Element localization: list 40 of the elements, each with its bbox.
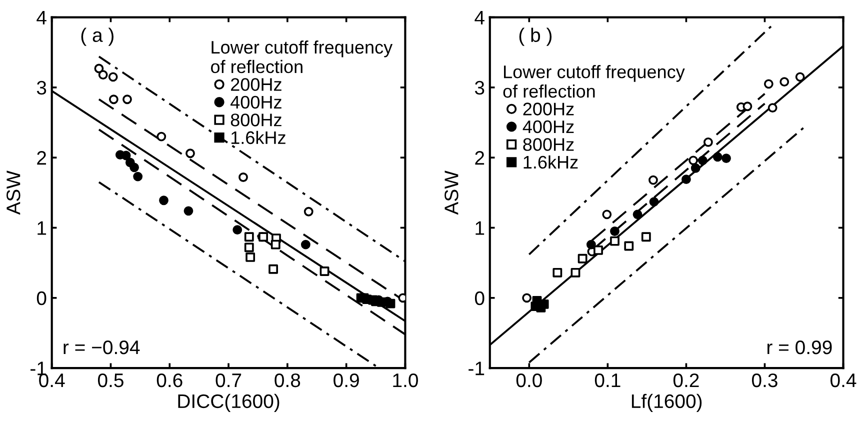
legend-label: 1.6kHz bbox=[231, 130, 286, 144]
legend-label: 200Hz bbox=[231, 78, 282, 91]
y-tick-label: 4 bbox=[474, 10, 484, 24]
legend-label: 400Hz bbox=[522, 120, 574, 134]
legend-label: 800Hz bbox=[230, 114, 282, 126]
legend-label: 800Hz bbox=[523, 138, 574, 151]
legend-label: 400Hz bbox=[230, 96, 282, 109]
y-axis-title: ASW bbox=[6, 170, 20, 215]
legend-title: Lower cutoff frequency of reflection bbox=[211, 40, 393, 74]
x-tick-label: 0.8 bbox=[274, 373, 300, 388]
legend-label: 1.6kHz bbox=[524, 155, 578, 169]
x-tick-label: 0.3 bbox=[752, 373, 778, 388]
x-tick-label: 0.1 bbox=[594, 373, 620, 388]
x-tick-label: 0.9 bbox=[334, 373, 359, 388]
x-axis-title: DICC(1600) bbox=[178, 394, 280, 412]
y-tick-label: 2 bbox=[475, 151, 484, 165]
x-tick-label: 0.6 bbox=[156, 373, 182, 388]
x-tick-label: 0.7 bbox=[216, 373, 242, 388]
x-tick-label: 1.0 bbox=[393, 373, 418, 388]
y-tick-label: 1 bbox=[38, 221, 46, 235]
y-tick-label: 2 bbox=[37, 151, 46, 165]
x-tick-label: 0.2 bbox=[673, 373, 699, 388]
x-axis-title: Lf(1600) bbox=[632, 394, 702, 412]
annotation: ( a ) bbox=[81, 28, 114, 46]
x-tick-label: 0.0 bbox=[516, 373, 542, 388]
y-axis-title: ASW bbox=[444, 170, 458, 215]
y-tick-label: -1 bbox=[468, 362, 484, 376]
annotation: ( b ) bbox=[519, 28, 552, 46]
annotation: r = −0.94 bbox=[64, 340, 140, 354]
x-tick-label: 0.5 bbox=[98, 373, 124, 388]
y-tick-label: 3 bbox=[36, 80, 46, 95]
x-tick-label: 0.4 bbox=[830, 373, 856, 388]
y-tick-label: 1 bbox=[476, 221, 484, 235]
y-tick-label: 0 bbox=[36, 291, 46, 306]
y-tick-label: 4 bbox=[36, 10, 46, 24]
legend-label: 200Hz bbox=[523, 102, 574, 116]
y-tick-label: 3 bbox=[474, 80, 484, 95]
annotation: r = 0.99 bbox=[767, 340, 832, 354]
y-tick-label: 0 bbox=[474, 291, 484, 306]
legend-title: Lower cutoff frequency of reflection bbox=[503, 65, 685, 98]
